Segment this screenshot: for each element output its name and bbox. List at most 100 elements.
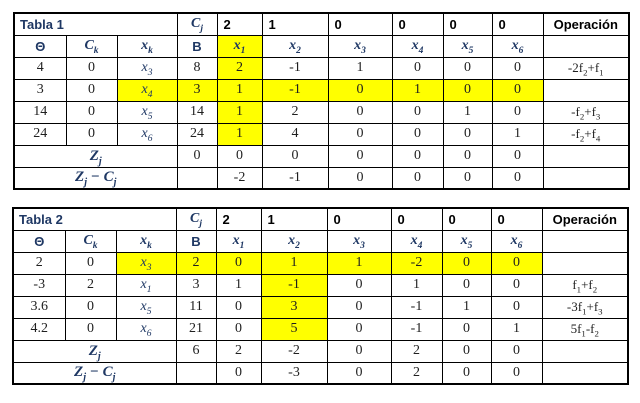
theta-cell: 4 [13, 56, 67, 80]
zj-label: Zj [12, 339, 177, 363]
cj-label: Cj [176, 12, 218, 36]
zj-value-cell: -2 [260, 339, 328, 363]
zjcj-value-cell: -1 [261, 166, 329, 190]
value-cell: 0 [326, 273, 392, 297]
xk-cell: x6 [116, 122, 178, 146]
zjcj-value-cell: 0 [491, 166, 544, 190]
zj-value-cell: 2 [215, 339, 262, 363]
zjcj-value-cell: 2 [390, 361, 443, 385]
value-cell: 0 [441, 273, 492, 297]
b-cell: 24 [176, 122, 218, 146]
value-cell: 0 [391, 100, 444, 124]
zj-value-cell: 0 [442, 144, 493, 168]
value-cell: -1 [261, 56, 329, 80]
cj-label: Cj [175, 207, 217, 231]
zjcj-value-cell: 0 [490, 361, 543, 385]
value-cell: 1 [490, 317, 543, 341]
var-header: x4 [391, 34, 444, 58]
xk-cell: x6 [115, 317, 177, 341]
value-cell: 0 [441, 251, 492, 275]
zj-value-cell: 0 [491, 144, 544, 168]
var-header: x6 [490, 229, 543, 253]
operation-header: Operación [541, 207, 629, 231]
xk-cell: x3 [116, 56, 178, 80]
xk-cell: x5 [116, 100, 178, 124]
value-cell: -1 [261, 78, 329, 102]
operation-header: Operación [542, 12, 630, 36]
cj-value: 0 [326, 207, 392, 231]
var-header: x4 [390, 229, 443, 253]
cj-value: 0 [390, 207, 443, 231]
ck-header: Ck [65, 34, 118, 58]
table-title: Tabla 2 [12, 207, 177, 231]
cj-value: 0 [391, 12, 444, 36]
value-cell: 1 [442, 100, 493, 124]
operation-cell: f1+f2 [541, 273, 629, 297]
zjcj-label: Zj − Cj [12, 361, 177, 385]
cj-value: 1 [261, 12, 329, 36]
cj-value: 0 [442, 12, 493, 36]
ck-header: Ck [64, 229, 117, 253]
cj-value: 0 [490, 207, 543, 231]
ck-cell: 0 [64, 251, 117, 275]
zj-value-cell: 0 [261, 144, 329, 168]
cj-value: 1 [260, 207, 328, 231]
value-cell: 0 [327, 100, 393, 124]
value-cell: 1 [327, 56, 393, 80]
cj-value: 2 [216, 12, 263, 36]
var-header: x3 [327, 34, 393, 58]
value-cell: 0 [441, 317, 492, 341]
operation-cell [542, 78, 630, 102]
theta-cell: 3 [13, 78, 67, 102]
value-cell: 1 [215, 273, 262, 297]
var-header: x2 [261, 34, 329, 58]
value-cell: 0 [326, 317, 392, 341]
zjcj-operation-cell [542, 166, 630, 190]
value-cell: 0 [442, 56, 493, 80]
theta-cell: 2 [12, 251, 66, 275]
zj-b-cell: 0 [176, 144, 218, 168]
xk-cell: x3 [115, 251, 177, 275]
value-cell: 4 [261, 122, 329, 146]
theta-cell: -3 [12, 273, 66, 297]
var-header: x2 [260, 229, 328, 253]
value-cell: 0 [327, 78, 393, 102]
value-cell: 0 [215, 317, 262, 341]
xk-header: xk [116, 34, 178, 58]
value-cell: 0 [215, 251, 262, 275]
b-cell: 14 [176, 100, 218, 124]
zj-value-cell: 0 [441, 339, 492, 363]
cj-value: 0 [327, 12, 393, 36]
ck-cell: 0 [65, 78, 118, 102]
operation-header-empty [542, 34, 630, 58]
var-header: x6 [491, 34, 544, 58]
value-cell: 1 [216, 122, 263, 146]
value-cell: -1 [260, 273, 328, 297]
var-header: x5 [442, 34, 493, 58]
table-title: Tabla 1 [13, 12, 178, 36]
value-cell: 2 [261, 100, 329, 124]
var-header: x1 [216, 34, 263, 58]
zj-value-cell: 0 [327, 144, 393, 168]
operation-cell: -f2+f3 [542, 100, 630, 124]
value-cell: -1 [390, 295, 443, 319]
value-cell: 0 [491, 100, 544, 124]
value-cell: 0 [391, 56, 444, 80]
zj-value-cell: 0 [391, 144, 444, 168]
cj-value: 2 [215, 207, 262, 231]
operation-cell [541, 251, 629, 275]
value-cell: 1 [491, 122, 544, 146]
value-cell: -2 [390, 251, 443, 275]
zjcj-value-cell: 0 [441, 361, 492, 385]
b-header: B [175, 229, 217, 253]
value-cell: 1 [326, 251, 392, 275]
value-cell: 0 [490, 295, 543, 319]
theta-cell: 24 [13, 122, 67, 146]
zj-b-cell: 6 [175, 339, 217, 363]
value-cell: 0 [442, 122, 493, 146]
value-cell: 0 [490, 273, 543, 297]
theta-cell: 4.2 [12, 317, 66, 341]
